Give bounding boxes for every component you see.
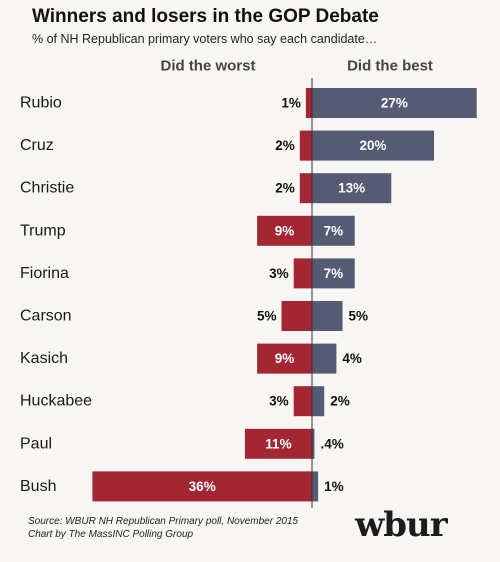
bar-worst (257, 215, 312, 246)
category-label: Cruz (20, 137, 54, 154)
category-label: Rubio (20, 95, 62, 112)
bar-best (312, 258, 355, 289)
data-label-best: 5% (349, 309, 369, 324)
data-label-best: 20% (359, 138, 386, 153)
data-label-best: 2% (330, 394, 350, 409)
bar-best (312, 88, 477, 118)
category-label: Paul (20, 435, 52, 452)
category-label: Fiorina (20, 265, 69, 282)
data-label-worst: 11% (265, 436, 291, 451)
category-label: Christie (20, 180, 74, 197)
data-label-worst: 5% (257, 309, 277, 324)
bar-best (312, 343, 337, 374)
data-label-best: 13% (338, 181, 365, 196)
data-label-worst: 36% (189, 479, 216, 494)
category-label: Bush (20, 478, 56, 495)
data-label-best: .4% (320, 436, 343, 451)
data-label-worst: 9% (275, 223, 295, 238)
data-label-worst: 1% (281, 96, 301, 111)
chart-title: Winners and losers in the GOP Debate (32, 6, 379, 27)
bar-best (312, 173, 392, 204)
category-label: Huckabee (20, 393, 92, 410)
data-label-worst: 9% (275, 351, 295, 366)
bar-best (312, 215, 355, 246)
legend-worst: Did the worst (160, 58, 255, 75)
data-label-worst: 2% (275, 138, 295, 153)
bar-worst (299, 173, 312, 204)
data-label-best: 7% (324, 266, 344, 281)
category-label: Trump (20, 222, 66, 239)
data-label-worst: 2% (275, 181, 295, 196)
bar-worst (299, 130, 312, 161)
bar-worst (293, 386, 312, 417)
bar-worst (293, 258, 312, 289)
legend-best: Did the best (347, 58, 433, 75)
wbur-logo: wbur (355, 505, 448, 545)
bar-worst (92, 471, 313, 502)
bar-best (312, 471, 319, 502)
data-label-best: 4% (342, 351, 362, 366)
bar-best (312, 386, 325, 417)
bar-best (312, 301, 343, 331)
credit-line: Chart by The MassINC Polling Group (28, 529, 194, 540)
data-label-best: 27% (381, 96, 408, 111)
chart-subtitle: % of NH Republican primary voters who sa… (32, 32, 378, 46)
bar-worst (244, 428, 312, 459)
data-label-worst: 3% (269, 394, 289, 409)
source-line: Source: WBUR NH Republican Primary poll,… (28, 516, 299, 527)
data-label-best: 7% (324, 223, 344, 238)
data-label-best: 1% (324, 479, 344, 494)
bar-worst (257, 343, 312, 374)
category-label: Kasich (20, 350, 68, 367)
bar-best (312, 130, 434, 161)
bar-best (312, 428, 315, 459)
data-label-worst: 3% (269, 266, 289, 281)
bar-worst (305, 88, 312, 118)
category-label: Carson (20, 308, 72, 325)
bar-worst (281, 301, 312, 331)
source-note: Source: WBUR NH Republican Primary poll,… (28, 515, 298, 541)
